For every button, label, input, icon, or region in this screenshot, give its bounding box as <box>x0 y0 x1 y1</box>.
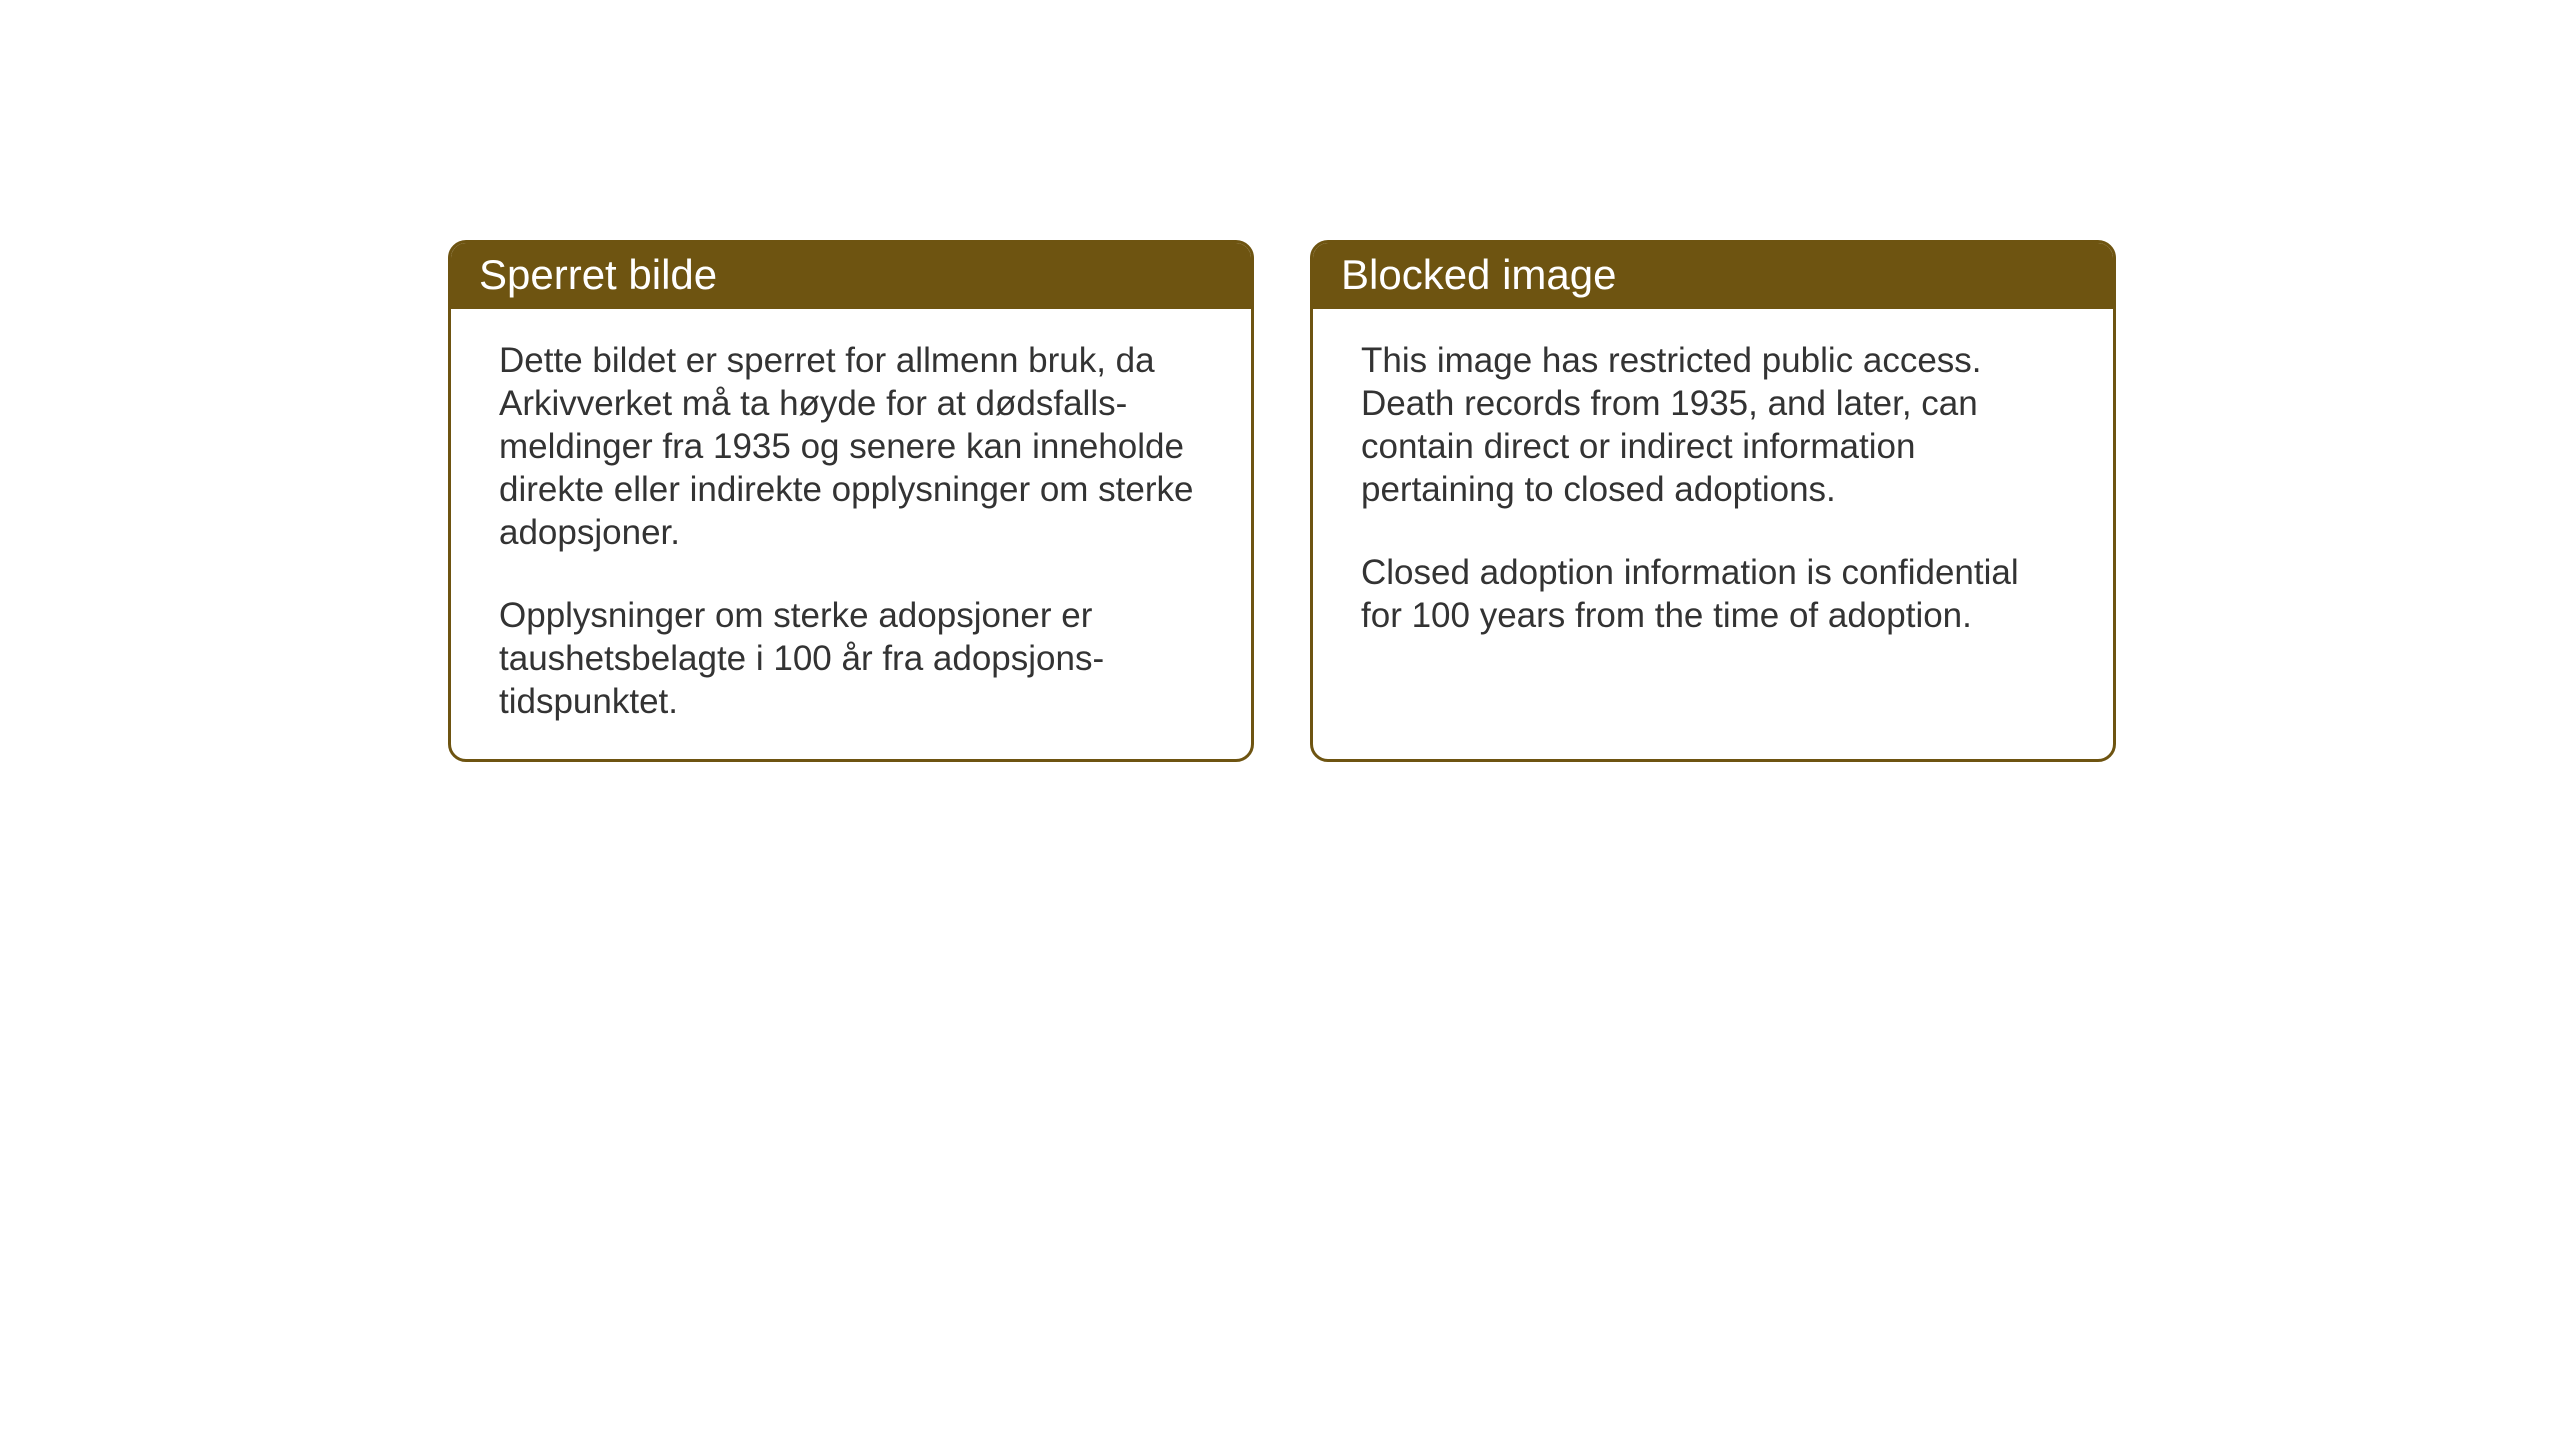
norwegian-paragraph-2: Opplysninger om sterke adopsjoner er tau… <box>499 594 1203 723</box>
card-container: Sperret bilde Dette bildet er sperret fo… <box>448 240 2116 762</box>
english-card: Blocked image This image has restricted … <box>1310 240 2116 762</box>
english-card-body: This image has restricted public access.… <box>1313 309 2113 743</box>
norwegian-card-title: Sperret bilde <box>451 243 1251 309</box>
norwegian-card-body: Dette bildet er sperret for allmenn bruk… <box>451 309 1251 759</box>
english-paragraph-2: Closed adoption information is confident… <box>1361 551 2065 637</box>
norwegian-card: Sperret bilde Dette bildet er sperret fo… <box>448 240 1254 762</box>
english-card-title: Blocked image <box>1313 243 2113 309</box>
english-paragraph-1: This image has restricted public access.… <box>1361 339 2065 511</box>
norwegian-paragraph-1: Dette bildet er sperret for allmenn bruk… <box>499 339 1203 554</box>
